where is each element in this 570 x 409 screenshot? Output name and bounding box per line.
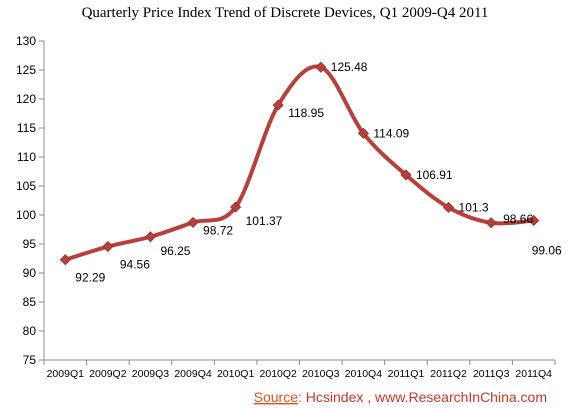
data-point-marker — [485, 217, 497, 229]
x-tick-label: 2009Q1 — [47, 368, 85, 380]
data-point-marker — [230, 201, 242, 213]
chart-title: Quarterly Price Index Trend of Discrete … — [82, 5, 489, 21]
data-point-marker — [59, 254, 71, 266]
x-tick-label: 2009Q3 — [132, 368, 170, 380]
data-label: 98.66 — [503, 212, 533, 226]
y-tick-label: 75 — [23, 353, 37, 367]
x-tick-label: 2010Q1 — [217, 368, 255, 380]
data-point-marker — [400, 169, 412, 181]
x-tick-label: 2009Q2 — [89, 368, 127, 380]
data-point-marker — [272, 99, 284, 111]
data-point-marker — [315, 61, 327, 73]
x-tick-label: 2009Q4 — [174, 368, 212, 380]
x-tick-label: 2010Q3 — [302, 368, 340, 380]
y-tick-label: 105 — [16, 179, 36, 193]
data-label: 106.91 — [416, 168, 453, 182]
data-label: 118.95 — [288, 106, 324, 120]
y-tick-label: 125 — [16, 63, 36, 77]
data-label: 99.06 — [532, 243, 562, 257]
data-point-marker — [528, 214, 540, 227]
x-tick-label: 2010Q4 — [345, 368, 383, 380]
source-text: : Hcsindex , www.ResearchInChina.com — [298, 389, 547, 405]
y-tick-label: 85 — [23, 295, 37, 309]
data-label: 92.29 — [75, 271, 105, 285]
x-tick-label: 2011Q1 — [388, 368, 425, 380]
data-point-marker — [357, 127, 369, 139]
data-label: 125.48 — [331, 60, 368, 74]
data-label: 94.56 — [120, 258, 150, 272]
data-point-marker — [187, 216, 199, 228]
source-note: Source: Hcsindex , www.ResearchInChina.c… — [254, 389, 547, 405]
data-label: 96.25 — [160, 244, 190, 258]
y-tick-label: 100 — [16, 208, 36, 222]
data-labels: 92.29 94.56 96.25 98.72 101.37 118.95 125.48 11… — [75, 60, 562, 285]
data-label: 98.72 — [203, 223, 233, 237]
y-tick-label: 80 — [23, 324, 37, 338]
data-label: 101.37 — [246, 214, 283, 228]
data-label: 101.3 — [459, 200, 489, 214]
series-markers — [59, 61, 540, 266]
source-label: Source — [254, 389, 299, 405]
x-axis-ticks: 2009Q1 2009Q2 2009Q3 2009Q4 2010Q1 2010Q2 2010… — [43, 360, 556, 380]
y-tick-label: 120 — [16, 92, 36, 106]
data-point-marker — [144, 231, 157, 243]
x-tick-label: 2010Q2 — [260, 368, 298, 380]
data-point-marker — [102, 240, 114, 253]
data-label: 114.09 — [373, 126, 409, 140]
x-tick-label: 2011Q4 — [515, 368, 552, 380]
x-tick-label: 2011Q2 — [430, 368, 467, 380]
y-tick-label: 95 — [23, 237, 37, 251]
y-tick-label: 130 — [16, 34, 36, 48]
y-tick-label: 110 — [17, 150, 36, 164]
x-tick-label: 2011Q3 — [473, 368, 510, 380]
y-tick-label: 90 — [23, 266, 37, 280]
data-point-marker — [442, 201, 455, 214]
y-axis-ticks: 75 80 85 90 95 100 105 110 115 120 125 130 — [16, 34, 44, 367]
y-tick-label: 115 — [17, 121, 36, 135]
series-line — [63, 64, 536, 262]
